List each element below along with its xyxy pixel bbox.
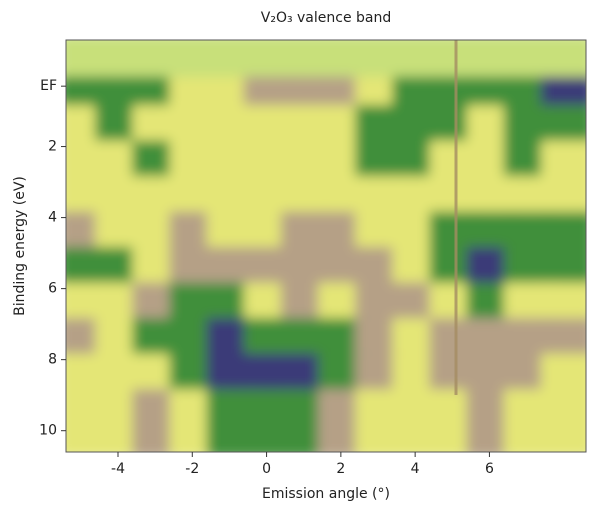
x-tick-label: 4: [411, 461, 420, 477]
heat-cell: [540, 389, 586, 452]
x-axis-label: Emission angle (°): [262, 486, 390, 502]
heatmap: [66, 40, 586, 452]
x-tick-label: 2: [336, 461, 345, 477]
x-tick-label: 6: [485, 461, 494, 477]
y-tick-label: 6: [48, 281, 57, 297]
y-tick-label: EF: [40, 78, 57, 94]
x-tick-label: 0: [262, 461, 271, 477]
y-tick-label: 10: [39, 423, 57, 439]
chart-title: V₂O₃ valence band: [261, 10, 392, 26]
x-tick-label: -4: [111, 461, 125, 477]
y-tick-label: 4: [48, 210, 57, 226]
axes: -4 -2 0 2 4 6 EF 2 4 6 8 10: [39, 39, 587, 477]
x-tick-label: -2: [185, 461, 199, 477]
y-tick-label: 8: [48, 352, 57, 368]
y-tick-label: 2: [48, 139, 57, 155]
heatmap-cells: [66, 40, 586, 452]
y-axis-label: Binding energy (eV): [12, 176, 28, 316]
plot-frame: [65, 39, 587, 453]
